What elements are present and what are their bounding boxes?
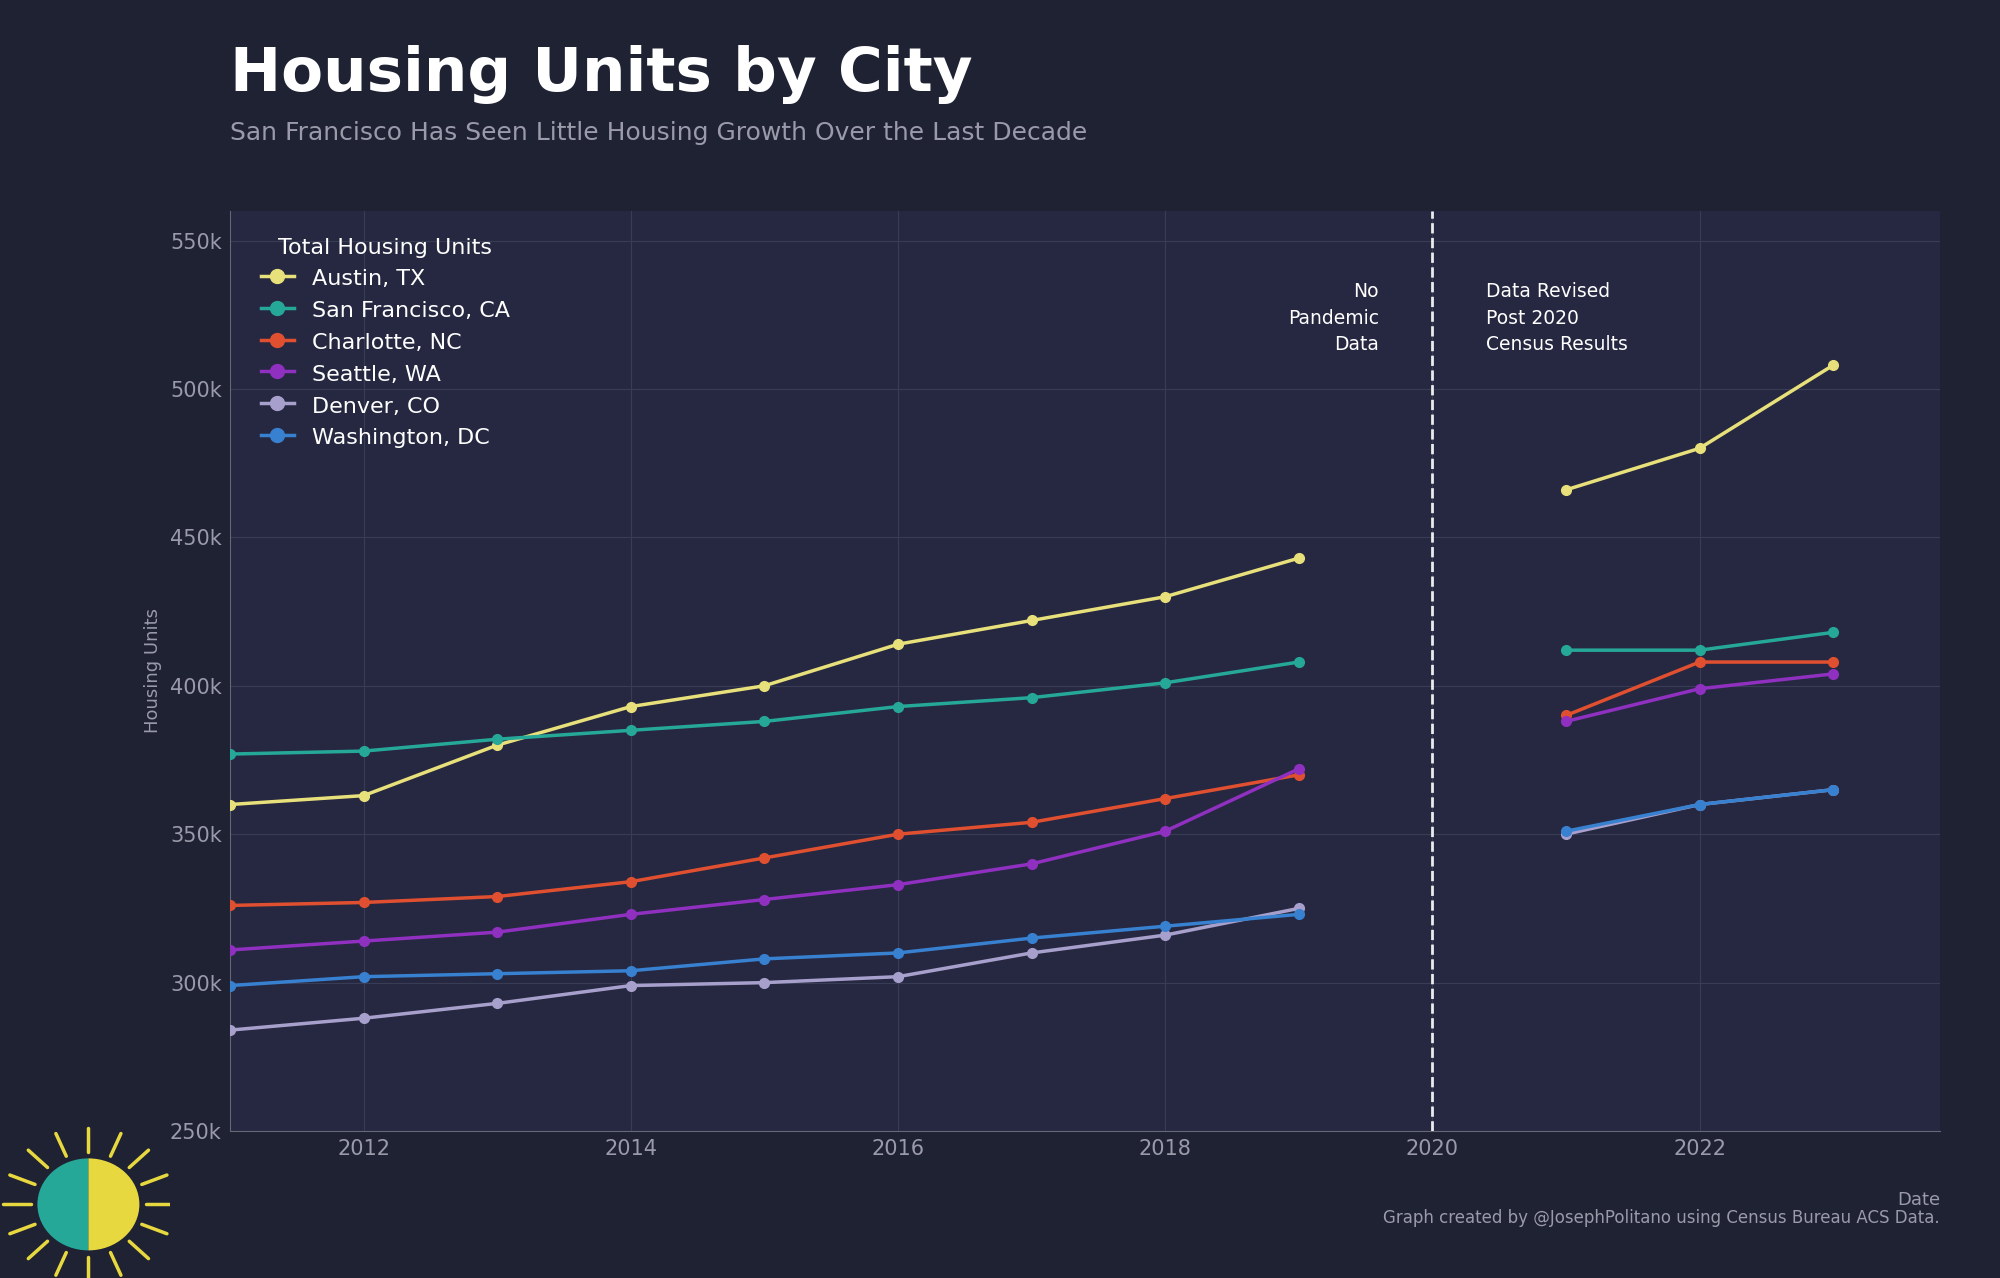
- Text: Data Revised
Post 2020
Census Results: Data Revised Post 2020 Census Results: [1486, 282, 1628, 354]
- Text: No
Pandemic
Data: No Pandemic Data: [1288, 282, 1378, 354]
- Text: San Francisco Has Seen Little Housing Growth Over the Last Decade: San Francisco Has Seen Little Housing Gr…: [230, 121, 1088, 146]
- Wedge shape: [88, 1158, 140, 1250]
- Y-axis label: Housing Units: Housing Units: [144, 608, 162, 734]
- Text: Date: Date: [1896, 1191, 1940, 1209]
- Wedge shape: [38, 1158, 88, 1250]
- Text: Graph created by @JosephPolitano using Census Bureau ACS Data.: Graph created by @JosephPolitano using C…: [1384, 1209, 1940, 1227]
- Text: Housing Units by City: Housing Units by City: [230, 45, 972, 104]
- Legend: Austin, TX, San Francisco, CA, Charlotte, NC, Seattle, WA, Denver, CO, Washingto: Austin, TX, San Francisco, CA, Charlotte…: [250, 226, 520, 460]
